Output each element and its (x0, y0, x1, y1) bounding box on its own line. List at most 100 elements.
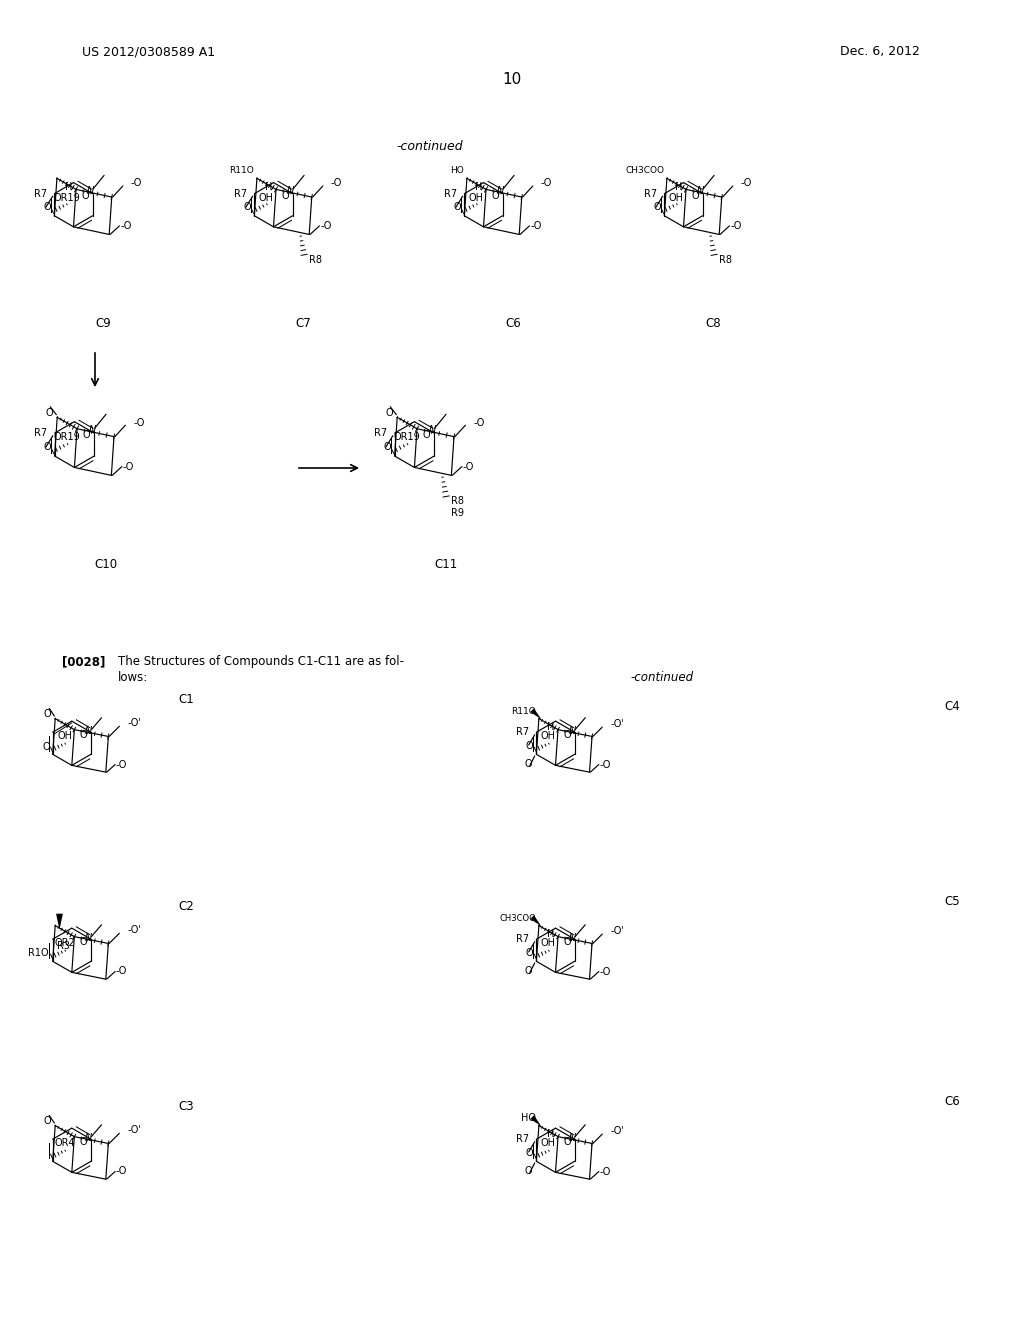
Text: O: O (525, 1147, 532, 1158)
Text: H: H (265, 182, 272, 191)
Text: O: O (385, 408, 393, 418)
Text: -O': -O' (610, 1126, 625, 1135)
Text: O: O (80, 937, 87, 946)
Text: R7: R7 (35, 189, 47, 198)
Text: O: O (691, 191, 699, 201)
Text: C4: C4 (944, 700, 961, 713)
Text: R7: R7 (444, 189, 458, 198)
Text: N: N (87, 186, 94, 195)
Text: O: O (563, 937, 571, 946)
Polygon shape (56, 913, 62, 929)
Text: Dec. 6, 2012: Dec. 6, 2012 (840, 45, 920, 58)
Text: R7: R7 (516, 1134, 529, 1144)
Text: -O: -O (600, 968, 611, 977)
Text: 10: 10 (503, 73, 521, 87)
Text: O: O (563, 1137, 571, 1147)
Text: R8: R8 (452, 496, 464, 507)
Text: -O: -O (116, 759, 127, 770)
Text: O: O (82, 191, 89, 201)
Text: C11: C11 (434, 558, 458, 572)
Text: OR4: OR4 (54, 1138, 75, 1148)
Text: -O: -O (463, 462, 474, 471)
Text: O: O (524, 965, 532, 975)
Text: R8: R8 (309, 255, 323, 265)
Text: -O': -O' (127, 1125, 141, 1135)
Text: -O: -O (730, 220, 741, 231)
Text: -O: -O (541, 178, 552, 189)
Text: C9: C9 (95, 317, 111, 330)
Text: HO: HO (521, 1113, 537, 1123)
Text: C8: C8 (706, 317, 721, 330)
Text: OR19: OR19 (53, 193, 80, 203)
Text: N: N (85, 1134, 92, 1143)
Text: OH: OH (57, 731, 73, 742)
Text: C1: C1 (178, 693, 194, 706)
Text: O: O (244, 202, 251, 213)
Text: -O: -O (116, 1167, 127, 1176)
Text: O: O (282, 191, 289, 201)
Text: -O: -O (133, 417, 144, 428)
Text: OH: OH (259, 193, 274, 203)
Text: O: O (43, 442, 51, 451)
Text: H: H (547, 1129, 554, 1139)
Text: R8: R8 (719, 255, 732, 265)
Text: O: O (83, 430, 90, 441)
Text: -O: -O (321, 220, 332, 231)
Text: OH: OH (669, 193, 684, 203)
Text: OH: OH (541, 1138, 556, 1148)
Text: R7: R7 (35, 428, 47, 438)
Text: O: O (383, 442, 391, 451)
Text: -O: -O (123, 462, 134, 471)
Text: N: N (428, 425, 435, 436)
Text: O: O (45, 408, 53, 418)
Text: O: O (423, 430, 430, 441)
Text: R7: R7 (375, 428, 387, 438)
Polygon shape (530, 1115, 542, 1126)
Text: C6: C6 (505, 317, 521, 330)
Text: -O: -O (130, 178, 142, 189)
Text: H: H (676, 182, 683, 191)
Text: O: O (525, 741, 532, 751)
Text: CH3COO: CH3COO (500, 913, 537, 923)
Text: HO: HO (451, 166, 464, 176)
Text: O: O (524, 759, 532, 768)
Text: O: O (653, 202, 660, 213)
Text: O: O (80, 1137, 87, 1147)
Text: O: O (80, 730, 87, 739)
Text: N: N (569, 726, 577, 737)
Text: R9: R9 (452, 508, 464, 517)
Text: O: O (42, 742, 50, 752)
Polygon shape (530, 709, 542, 719)
Text: -O': -O' (610, 925, 625, 936)
Text: -O: -O (473, 417, 484, 428)
Text: -O: -O (331, 178, 342, 189)
Text: O: O (563, 730, 571, 739)
Text: -O: -O (600, 1167, 611, 1177)
Text: O: O (454, 202, 461, 213)
Text: N: N (287, 186, 294, 195)
Text: R7: R7 (234, 189, 248, 198)
Text: R7: R7 (516, 727, 529, 737)
Text: C6: C6 (944, 1096, 961, 1107)
Text: -continued: -continued (396, 140, 463, 153)
Text: C5: C5 (944, 895, 961, 908)
Text: R7: R7 (644, 189, 657, 198)
Text: -O': -O' (127, 718, 141, 727)
Text: -O: -O (120, 220, 132, 231)
Text: C10: C10 (94, 558, 118, 572)
Text: -O': -O' (127, 925, 141, 935)
Text: O: O (43, 1117, 51, 1126)
Text: N: N (85, 933, 92, 944)
Text: N: N (497, 186, 504, 195)
Text: [0028]: [0028] (62, 655, 105, 668)
Text: OH: OH (541, 731, 556, 742)
Text: -continued: -continued (630, 671, 693, 684)
Text: H: H (66, 182, 73, 191)
Text: OH: OH (469, 193, 484, 203)
Text: -O: -O (740, 178, 752, 189)
Text: R11O: R11O (512, 708, 537, 715)
Text: C3: C3 (178, 1100, 194, 1113)
Text: C7: C7 (295, 317, 311, 330)
Text: R1O: R1O (28, 948, 48, 958)
Text: O: O (525, 948, 532, 958)
